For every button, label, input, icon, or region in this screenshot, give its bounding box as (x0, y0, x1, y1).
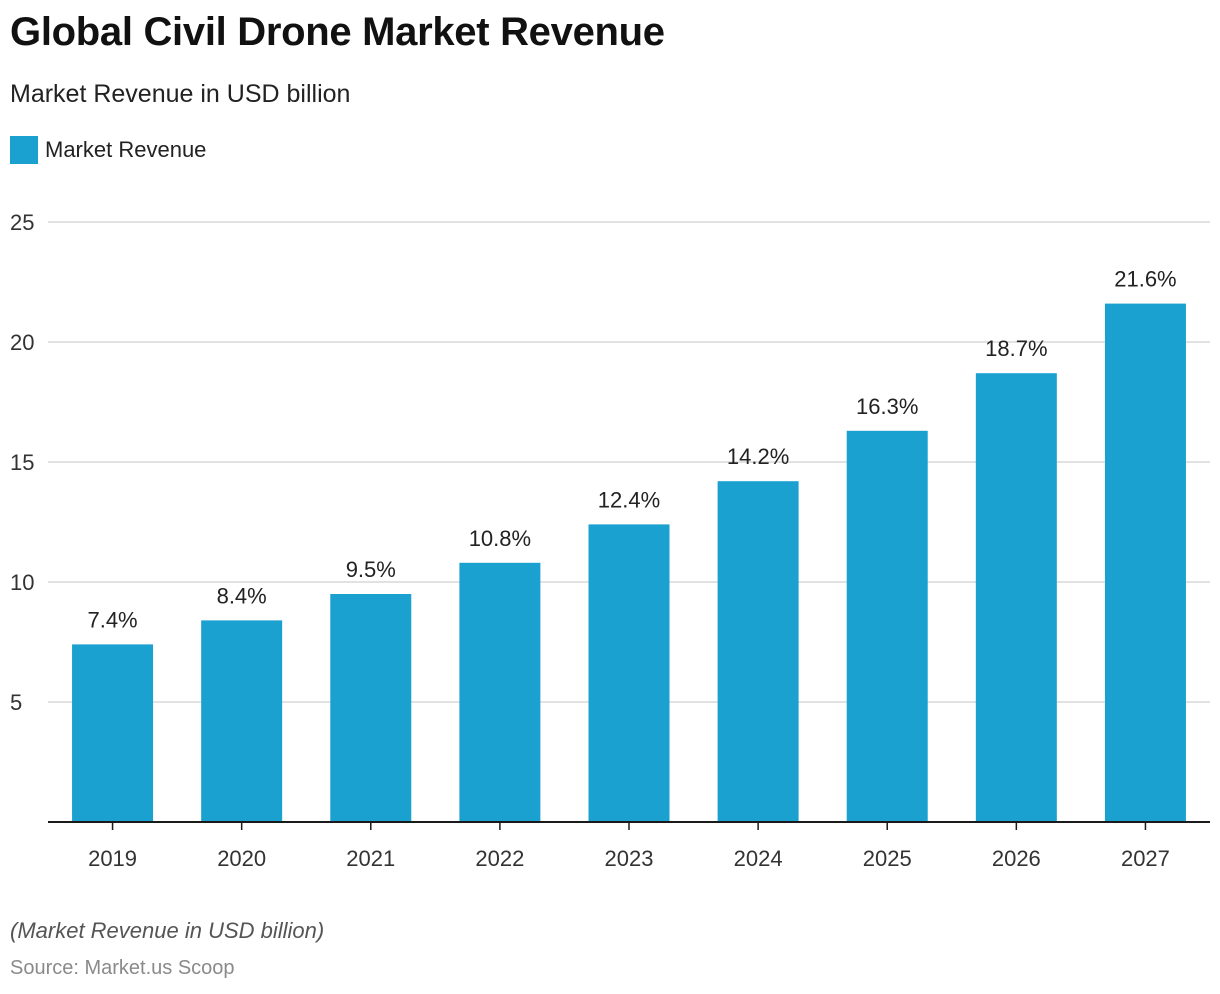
x-tick-label: 2023 (605, 846, 654, 871)
bar (201, 620, 283, 822)
y-tick-label: 20 (10, 330, 34, 355)
data-label: 21.6% (1114, 267, 1176, 292)
data-label: 10.8% (469, 526, 531, 551)
x-tick-label: 2021 (346, 846, 395, 871)
legend-label: Market Revenue (45, 137, 207, 162)
bar (459, 562, 541, 822)
data-label: 9.5% (346, 557, 396, 582)
data-label: 18.7% (985, 336, 1047, 361)
legend: Market Revenue (10, 136, 206, 164)
data-label: 16.3% (856, 394, 918, 419)
source-note: Source: Market.us Scoop (10, 957, 235, 979)
x-tick-label: 2020 (217, 846, 266, 871)
bar (588, 524, 670, 822)
y-tick-label: 5 (10, 690, 22, 715)
bar (330, 594, 412, 822)
bar (717, 481, 799, 822)
data-label: 12.4% (598, 487, 660, 512)
data-label: 14.2% (727, 444, 789, 469)
x-tick-label: 2025 (863, 846, 912, 871)
bar (1104, 303, 1186, 823)
bar (975, 373, 1057, 822)
chart-title: Global Civil Drone Market Revenue (10, 10, 665, 54)
x-tick-label: 2019 (88, 846, 137, 871)
x-tick-label: 2027 (1121, 846, 1170, 871)
footnote: (Market Revenue in USD billion) (10, 918, 325, 943)
y-tick-label: 25 (10, 210, 34, 235)
chart-subtitle: Market Revenue in USD billion (10, 80, 351, 108)
data-label: 7.4% (87, 607, 137, 632)
x-tick-label: 2026 (992, 846, 1041, 871)
bar (72, 644, 154, 822)
x-tick-label: 2022 (475, 846, 524, 871)
legend-swatch (10, 136, 38, 164)
bar (846, 430, 928, 822)
y-tick-label: 10 (10, 570, 34, 595)
data-label: 8.4% (217, 583, 267, 608)
x-tick-label: 2024 (734, 846, 783, 871)
y-tick-label: 15 (10, 450, 34, 475)
